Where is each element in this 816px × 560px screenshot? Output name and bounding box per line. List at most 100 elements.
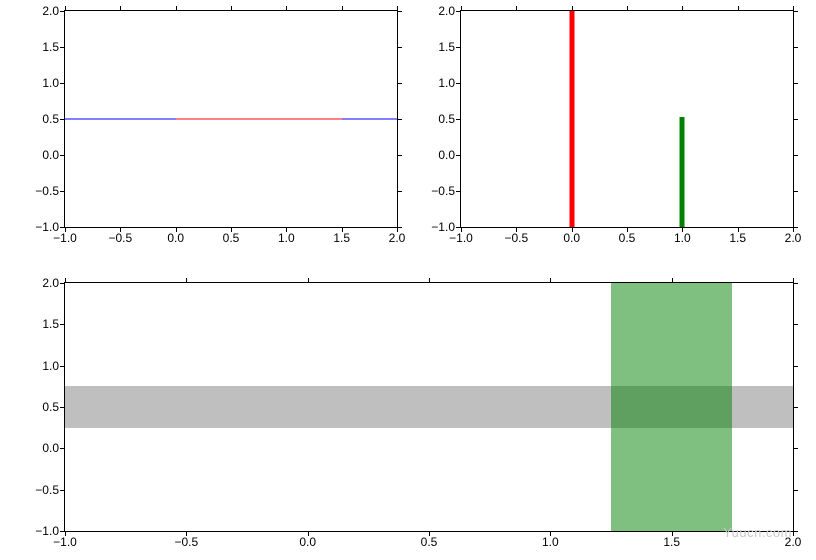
x-tick [186, 278, 187, 283]
y-tick [793, 119, 798, 120]
y-tick [397, 227, 402, 228]
y-tick-label: −0.5 [35, 483, 59, 497]
y-tick-label: −1.0 [35, 220, 59, 234]
axes-top-left: −1.0−0.50.00.51.01.52.0−1.0−0.50.00.51.0… [64, 10, 398, 228]
y-tick [60, 283, 65, 284]
x-tick [231, 6, 232, 11]
y-tick [60, 191, 65, 192]
y-tick [456, 11, 461, 12]
axvspan [611, 283, 732, 531]
x-tick-label: 0.5 [223, 231, 240, 245]
x-tick [516, 6, 517, 11]
y-tick-label: 0.0 [438, 148, 455, 162]
y-tick [60, 366, 65, 367]
y-tick [793, 283, 798, 284]
y-tick [793, 227, 798, 228]
y-tick-label: 2.0 [42, 276, 59, 290]
x-tick-label: 1.0 [542, 535, 559, 549]
x-tick [286, 6, 287, 11]
x-tick-label: 0.5 [619, 231, 636, 245]
x-tick [65, 6, 66, 11]
x-tick [550, 278, 551, 283]
x-tick-label: 1.0 [278, 231, 295, 245]
axhline [342, 119, 397, 120]
y-tick [60, 324, 65, 325]
y-tick [397, 155, 402, 156]
x-tick [627, 6, 628, 11]
y-tick [793, 366, 798, 367]
y-tick [456, 191, 461, 192]
y-tick [397, 83, 402, 84]
y-tick [60, 83, 65, 84]
y-tick [60, 531, 65, 532]
y-tick-label: 1.5 [438, 40, 455, 54]
y-tick [397, 47, 402, 48]
x-tick [308, 278, 309, 283]
x-tick [429, 278, 430, 283]
y-tick [456, 47, 461, 48]
axes-bottom: −1.0−0.50.00.51.01.52.0−1.0−0.50.00.51.0… [64, 282, 794, 532]
x-tick-label: 0.0 [299, 535, 316, 549]
plot-area [461, 11, 793, 227]
x-tick [572, 6, 573, 11]
y-tick-label: 2.0 [42, 4, 59, 18]
x-tick-label: 0.0 [167, 231, 184, 245]
x-tick [342, 6, 343, 11]
y-tick-label: 1.0 [438, 76, 455, 90]
x-tick-label: 0.0 [563, 231, 580, 245]
x-tick-label: 0.5 [421, 535, 438, 549]
y-tick [397, 119, 402, 120]
y-tick [60, 11, 65, 12]
y-tick [793, 448, 798, 449]
y-tick-label: −1.0 [35, 524, 59, 538]
axhline [176, 119, 342, 120]
watermark: Yuucn.com [723, 525, 792, 540]
y-tick-label: 0.5 [438, 112, 455, 126]
y-tick-label: 0.5 [42, 112, 59, 126]
plot-area [65, 283, 793, 531]
y-tick [60, 448, 65, 449]
x-tick-label: 1.0 [674, 231, 691, 245]
y-tick [793, 155, 798, 156]
y-tick-label: 0.0 [42, 441, 59, 455]
y-tick [456, 227, 461, 228]
x-tick [738, 6, 739, 11]
x-tick [120, 6, 121, 11]
y-tick [793, 324, 798, 325]
y-tick [60, 155, 65, 156]
axhline [65, 119, 176, 120]
y-tick [456, 83, 461, 84]
y-tick [793, 191, 798, 192]
axvline [680, 117, 685, 227]
y-tick-label: 1.0 [42, 359, 59, 373]
x-tick-label: 2.0 [389, 231, 406, 245]
y-tick-label: 0.5 [42, 400, 59, 414]
y-tick-label: −1.0 [431, 220, 455, 234]
y-tick-label: 2.0 [438, 4, 455, 18]
y-tick [793, 407, 798, 408]
y-tick-label: 1.0 [42, 76, 59, 90]
x-tick [672, 278, 673, 283]
y-tick-label: −0.5 [35, 184, 59, 198]
y-tick [60, 47, 65, 48]
axes-top-right: −1.0−0.50.00.51.01.52.0−1.0−0.50.00.51.0… [460, 10, 794, 228]
x-tick [176, 6, 177, 11]
y-tick [60, 407, 65, 408]
y-tick [793, 83, 798, 84]
y-tick-label: −0.5 [431, 184, 455, 198]
x-tick [682, 6, 683, 11]
y-tick [793, 11, 798, 12]
figure: −1.0 −0.5 0.0 0.5 1.0 1.5 2.0 −1.0 −0.5 0.0 0.5 1.0… [0, 0, 816, 560]
x-tick-label: 1.5 [729, 231, 746, 245]
x-tick [461, 6, 462, 11]
y-tick [397, 11, 402, 12]
x-tick-label: −0.5 [174, 535, 198, 549]
x-tick [65, 278, 66, 283]
y-tick [793, 531, 798, 532]
y-tick-label: 1.5 [42, 40, 59, 54]
y-tick [397, 191, 402, 192]
y-tick [456, 155, 461, 156]
y-tick-label: 0.0 [42, 148, 59, 162]
x-tick-label: −0.5 [504, 231, 528, 245]
y-tick [793, 47, 798, 48]
